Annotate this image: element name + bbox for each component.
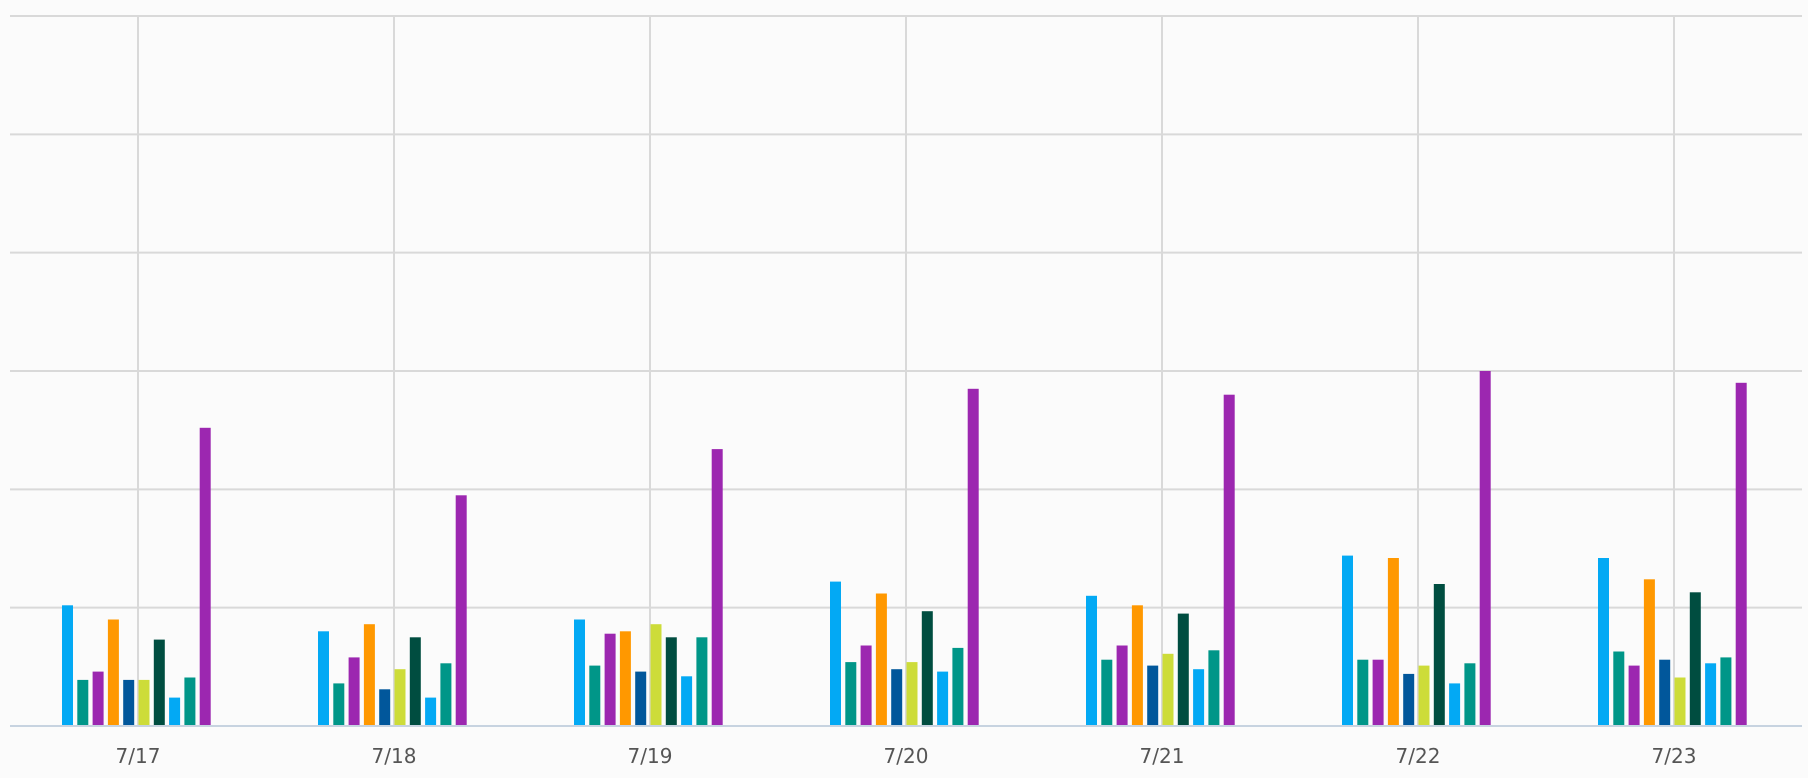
bar[interactable]	[1705, 663, 1717, 726]
bar[interactable]	[1613, 651, 1625, 727]
bar[interactable]	[1449, 683, 1461, 726]
x-axis: 7/17 7/18 7/19 7/20 7/21 7/22 7/23	[10, 725, 1802, 768]
bar[interactable]	[830, 581, 841, 726]
bar[interactable]	[123, 679, 135, 726]
bar[interactable]	[1177, 613, 1189, 726]
bar[interactable]	[107, 619, 119, 727]
bar[interactable]	[92, 671, 104, 726]
x-tick-label: 7/20	[884, 744, 929, 768]
bar[interactable]	[1162, 653, 1174, 726]
bar[interactable]	[875, 593, 887, 727]
bar[interactable]	[153, 639, 165, 726]
bar[interactable]	[1387, 558, 1399, 726]
bar[interactable]	[409, 637, 421, 727]
bar[interactable]	[589, 665, 601, 726]
bar[interactable]	[318, 631, 329, 726]
bar[interactable]	[1357, 659, 1369, 726]
bar[interactable]	[1674, 677, 1686, 727]
bar[interactable]	[1598, 558, 1609, 726]
bar[interactable]	[1208, 650, 1220, 726]
bar[interactable]	[1223, 394, 1235, 726]
bar[interactable]	[604, 633, 616, 726]
x-tick-label: 7/17	[116, 744, 161, 768]
x-tick-label: 7/23	[1652, 744, 1697, 768]
bar[interactable]	[199, 427, 211, 726]
bar[interactable]	[1342, 555, 1353, 726]
bar[interactable]	[1643, 579, 1655, 726]
bar[interactable]	[1086, 595, 1097, 726]
bar[interactable]	[906, 662, 918, 726]
bar[interactable]	[1720, 657, 1732, 726]
bar[interactable]	[1689, 592, 1701, 726]
bar[interactable]	[681, 676, 693, 726]
bar[interactable]	[379, 689, 391, 726]
bar[interactable]	[62, 605, 73, 726]
bar[interactable]	[138, 679, 150, 726]
bar[interactable]	[169, 697, 181, 726]
bar[interactable]	[1418, 665, 1430, 726]
bar[interactable]	[619, 631, 631, 726]
bars	[62, 371, 1747, 727]
bar[interactable]	[394, 669, 406, 726]
x-tick-label: 7/22	[1396, 744, 1441, 768]
bar[interactable]	[1659, 659, 1671, 726]
bar[interactable]	[184, 677, 196, 727]
bar[interactable]	[333, 683, 345, 726]
bar[interactable]	[574, 619, 585, 727]
bar[interactable]	[891, 669, 903, 726]
bar[interactable]	[1101, 659, 1113, 726]
x-tick-label: 7/19	[628, 744, 673, 768]
bar[interactable]	[860, 645, 872, 727]
bar[interactable]	[455, 495, 467, 727]
bar[interactable]	[1147, 665, 1159, 726]
grid	[10, 15, 1802, 726]
bar[interactable]	[967, 388, 979, 727]
bar[interactable]	[1372, 659, 1384, 726]
bar[interactable]	[650, 624, 662, 726]
bar[interactable]	[1403, 673, 1415, 726]
bar[interactable]	[1628, 665, 1640, 726]
bar[interactable]	[1131, 605, 1143, 726]
bar[interactable]	[696, 637, 708, 727]
bar[interactable]	[1464, 663, 1476, 726]
bar[interactable]	[363, 624, 375, 726]
bar[interactable]	[1116, 645, 1128, 727]
bar[interactable]	[711, 449, 723, 726]
bar[interactable]	[1193, 669, 1205, 726]
bar[interactable]	[937, 671, 949, 726]
bar[interactable]	[1479, 371, 1491, 726]
bar[interactable]	[440, 663, 452, 726]
bar[interactable]	[425, 697, 437, 726]
bar[interactable]	[1735, 382, 1747, 726]
bar[interactable]	[952, 647, 964, 726]
bar[interactable]	[348, 657, 360, 726]
bar[interactable]	[921, 611, 933, 726]
bar[interactable]	[77, 679, 89, 726]
bar[interactable]	[635, 671, 647, 726]
bar[interactable]	[845, 662, 857, 726]
bar[interactable]	[665, 637, 677, 727]
x-tick-label: 7/21	[1140, 744, 1185, 768]
bar[interactable]	[1433, 584, 1445, 726]
x-tick-label: 7/18	[372, 744, 417, 768]
